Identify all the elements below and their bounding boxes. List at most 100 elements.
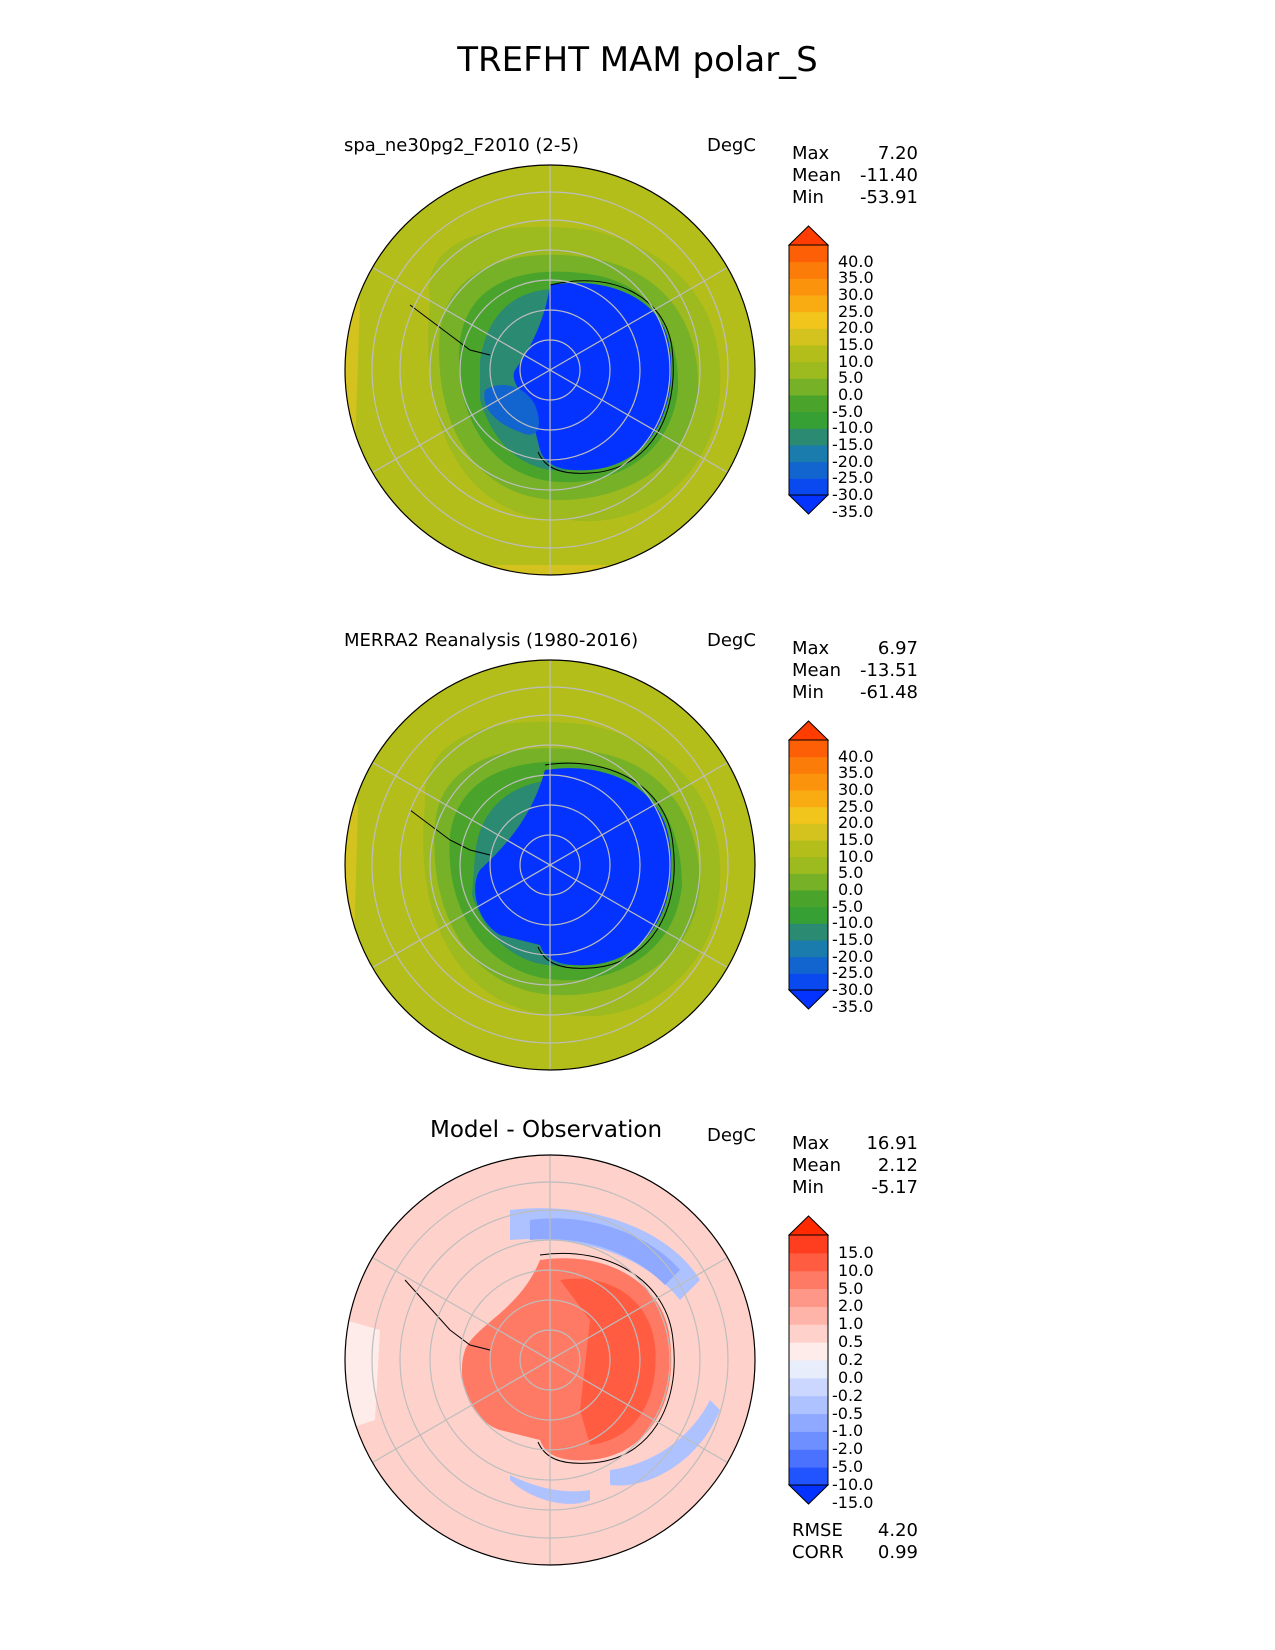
stat-label: Min [792, 187, 824, 208]
units-label: DegC [707, 135, 756, 156]
stat-label: Max [792, 143, 830, 164]
panel-diff: Model - Observation DegC Max 16.91 Mean 2.… [0, 1117, 1275, 1595]
colorbar-segment [789, 1431, 828, 1450]
colorbar-segment [789, 923, 828, 941]
colorbar-segment [789, 1377, 828, 1397]
colorbar-tick-label: -20.0 [832, 451, 874, 471]
colorbar-tick-label: -1.0 [832, 1421, 864, 1441]
colorbar-extend-max [788, 225, 830, 246]
colorbar-tick-label: 10.0 [838, 1260, 874, 1280]
colorbar-tick-label: 40.0 [838, 746, 874, 766]
stat-label: Mean [792, 165, 842, 186]
colorbar-segment [789, 1449, 828, 1468]
colorbar-segment [789, 740, 828, 758]
colorbar-tick-label: 2.0 [838, 1296, 864, 1316]
colorbar-tick-label: 0.0 [838, 880, 864, 899]
colorbar-extend-min [788, 989, 830, 1010]
colorbar-segment [789, 345, 828, 363]
colorbar-segment [789, 823, 828, 841]
stat-value: -13.51 [859, 660, 918, 681]
colorbar-tick-label: -15.0 [832, 1492, 874, 1512]
stat-value: 2.12 [877, 1155, 918, 1176]
stat-value: -61.48 [859, 682, 918, 703]
colorbar-tick-label: 5.0 [838, 368, 864, 388]
colorbar-extend-min [788, 494, 830, 515]
colorbar-tick-label: -5.0 [832, 401, 864, 421]
units-label: DegC [707, 1125, 756, 1146]
colorbar-tick-label: -10.0 [832, 418, 874, 438]
stat-label: Mean [792, 660, 842, 681]
colorbar-tick-label: 10.0 [838, 351, 874, 371]
colorbar-tick-label: 30.0 [838, 285, 874, 304]
colorbar-tick-label: 15.0 [838, 830, 874, 849]
colorbar-frame [788, 1234, 829, 1486]
colorbar-segment [789, 378, 828, 396]
colorbar-tick-label: 20.0 [838, 318, 874, 338]
colorbar-segment [789, 361, 828, 379]
colorbar-tick-label: 5.0 [838, 863, 864, 883]
colorbar-segment [789, 940, 828, 958]
colorbar-tick-label: 25.0 [838, 301, 874, 321]
colorbar-segment [789, 311, 828, 329]
colorbar-segment [789, 873, 828, 891]
colorbar-tick-label: 0.0 [838, 1367, 864, 1387]
metric-value: 4.20 [877, 1520, 918, 1541]
stat-value: 7.20 [877, 143, 918, 164]
colorbar-segment [789, 1467, 828, 1486]
colorbar-segment [789, 295, 828, 313]
colorbar-tick-label: -15.0 [832, 435, 874, 454]
metric-value: 0.99 [877, 1542, 918, 1563]
stats-block: Max 16.91 Mean 2.12 Min -5.17 [792, 1133, 918, 1199]
colorbar-tick-label: 5.0 [838, 1278, 864, 1298]
colorbar-tick-label: 0.0 [838, 385, 864, 404]
colorbar-segment [789, 956, 828, 974]
stat-value: -5.17 [871, 1177, 918, 1198]
colorbar-tick-label: -35.0 [832, 501, 874, 521]
stats-block: Max 7.20 Mean -11.40 Min -53.91 [792, 143, 918, 209]
colorbar-segment [789, 1395, 828, 1415]
metrics-block: RMSE 4.20 CORR 0.99 [792, 1520, 918, 1564]
colorbar-segment [789, 840, 828, 858]
metric-label: RMSE [792, 1520, 843, 1541]
colorbar-segment [789, 856, 828, 874]
panel-title: MERRA2 Reanalysis (1980-2016) [344, 630, 639, 651]
stat-value: -53.91 [859, 187, 918, 208]
colorbar-segment [789, 245, 828, 263]
colorbar-segment [789, 445, 828, 463]
colorbar-tick-label: 10.0 [838, 846, 874, 866]
colorbar-tick-label: 20.0 [838, 813, 874, 833]
stat-value: 16.91 [866, 1133, 918, 1154]
colorbar-segment [789, 1360, 828, 1379]
colorbar-segment [789, 1235, 828, 1254]
stat-value: -11.40 [859, 165, 918, 186]
colorbar-extend-max [788, 720, 830, 741]
colorbar-segment [789, 278, 828, 296]
colorbar-tick-label: -25.0 [832, 468, 874, 488]
colorbar-segment [789, 261, 828, 279]
colorbar-tick-label: -30.0 [832, 980, 874, 999]
colorbar-segment [789, 1324, 828, 1343]
colorbar-tick-label: 35.0 [838, 268, 874, 288]
stat-label: Mean [792, 1155, 842, 1176]
colorbar-tick-label: -0.2 [832, 1385, 864, 1405]
colorbar-tick-label: -25.0 [832, 963, 874, 983]
figure-title: TREFHT MAM polar_S [457, 40, 818, 80]
colorbar-frame [788, 244, 829, 496]
colorbar-tick-label: -35.0 [832, 996, 874, 1016]
colorbar-tick-label: 1.0 [838, 1314, 864, 1334]
colorbar-tick-label: 30.0 [838, 780, 874, 799]
polar-map [344, 1154, 756, 1566]
colorbar-segment [789, 790, 828, 808]
colorbar-segment [789, 756, 828, 774]
colorbar-tick-label: -0.5 [832, 1403, 864, 1423]
panel-ref: MERRA2 Reanalysis (1980-2016) DegC Max 6.… [0, 630, 1275, 1100]
colorbar-segment [789, 1270, 828, 1290]
colorbar-tick-label: 15.0 [838, 1242, 874, 1262]
colorbar [788, 720, 830, 1010]
colorbar-segment [789, 428, 828, 446]
panel-title: spa_ne30pg2_F2010 (2-5) [344, 135, 579, 156]
colorbar-segment [789, 773, 828, 791]
colorbar [788, 225, 830, 515]
stat-label: Min [792, 682, 824, 703]
colorbar-tick-label: -30.0 [832, 485, 874, 504]
